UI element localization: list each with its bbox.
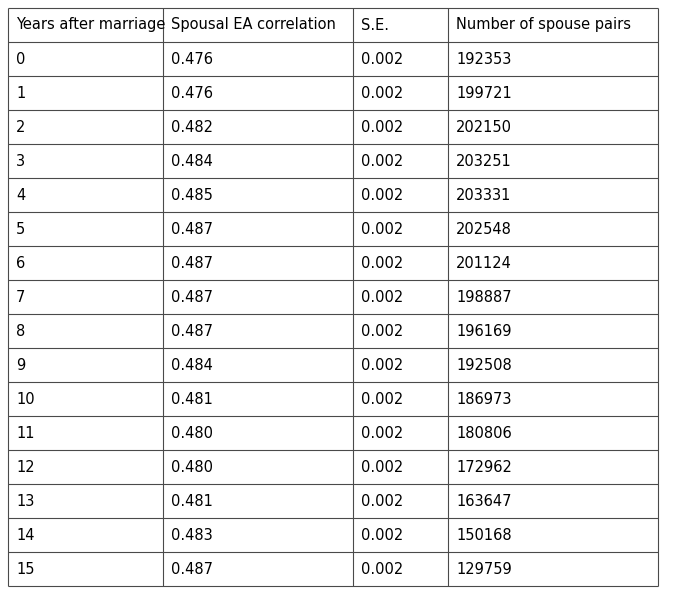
Text: 0.002: 0.002 — [361, 494, 403, 509]
Text: 8: 8 — [16, 323, 25, 338]
Text: 198887: 198887 — [456, 289, 512, 304]
Text: 202548: 202548 — [456, 222, 512, 237]
Text: 0.487: 0.487 — [171, 256, 213, 271]
Text: 0.002: 0.002 — [361, 52, 403, 66]
Text: 0.485: 0.485 — [171, 187, 213, 202]
Text: 0.002: 0.002 — [361, 256, 403, 271]
Text: 0.482: 0.482 — [171, 119, 213, 135]
Text: 0.002: 0.002 — [361, 187, 403, 202]
Text: 172962: 172962 — [456, 459, 512, 474]
Text: 0.487: 0.487 — [171, 323, 213, 338]
Text: 6: 6 — [16, 256, 25, 271]
Text: 0.481: 0.481 — [171, 392, 213, 407]
Text: 0.484: 0.484 — [171, 153, 213, 168]
Text: 186973: 186973 — [456, 392, 512, 407]
Text: 0.002: 0.002 — [361, 561, 403, 576]
Text: 192508: 192508 — [456, 358, 512, 373]
Text: 5: 5 — [16, 222, 25, 237]
Text: Number of spouse pairs: Number of spouse pairs — [456, 17, 631, 32]
Text: 3: 3 — [16, 153, 25, 168]
Text: 10: 10 — [16, 392, 34, 407]
Text: 0.476: 0.476 — [171, 52, 213, 66]
Text: 0.476: 0.476 — [171, 86, 213, 101]
Text: 0.002: 0.002 — [361, 86, 403, 101]
Text: 201124: 201124 — [456, 256, 512, 271]
Text: 129759: 129759 — [456, 561, 512, 576]
Text: 0.480: 0.480 — [171, 459, 213, 474]
Text: 12: 12 — [16, 459, 34, 474]
Text: 0.483: 0.483 — [171, 528, 213, 543]
Text: 2: 2 — [16, 119, 25, 135]
Text: 203251: 203251 — [456, 153, 512, 168]
Text: 0.002: 0.002 — [361, 222, 403, 237]
Text: 0.480: 0.480 — [171, 425, 213, 440]
Text: 180806: 180806 — [456, 425, 512, 440]
Text: 0.002: 0.002 — [361, 153, 403, 168]
Text: 0.002: 0.002 — [361, 358, 403, 373]
Text: 0.484: 0.484 — [171, 358, 213, 373]
Text: 0.487: 0.487 — [171, 561, 213, 576]
Text: S.E.: S.E. — [361, 17, 389, 32]
Text: 0.002: 0.002 — [361, 323, 403, 338]
Text: 0.002: 0.002 — [361, 459, 403, 474]
Text: 0.002: 0.002 — [361, 528, 403, 543]
Text: 150168: 150168 — [456, 528, 512, 543]
Text: 0.002: 0.002 — [361, 425, 403, 440]
Text: 202150: 202150 — [456, 119, 512, 135]
Text: 0.002: 0.002 — [361, 392, 403, 407]
Text: 163647: 163647 — [456, 494, 512, 509]
Text: 9: 9 — [16, 358, 25, 373]
Text: 196169: 196169 — [456, 323, 512, 338]
Text: 0.002: 0.002 — [361, 119, 403, 135]
Text: 0.487: 0.487 — [171, 289, 213, 304]
Text: 203331: 203331 — [456, 187, 511, 202]
Text: Spousal EA correlation: Spousal EA correlation — [171, 17, 336, 32]
Text: 15: 15 — [16, 561, 34, 576]
Text: 0: 0 — [16, 52, 25, 66]
Text: 7: 7 — [16, 289, 25, 304]
Text: 14: 14 — [16, 528, 34, 543]
Text: 4: 4 — [16, 187, 25, 202]
Text: 11: 11 — [16, 425, 34, 440]
Text: 199721: 199721 — [456, 86, 512, 101]
Text: Years after marriage: Years after marriage — [16, 17, 166, 32]
Text: 1: 1 — [16, 86, 25, 101]
Text: 13: 13 — [16, 494, 34, 509]
Text: 192353: 192353 — [456, 52, 511, 66]
Text: 0.481: 0.481 — [171, 494, 213, 509]
Text: 0.487: 0.487 — [171, 222, 213, 237]
Text: 0.002: 0.002 — [361, 289, 403, 304]
